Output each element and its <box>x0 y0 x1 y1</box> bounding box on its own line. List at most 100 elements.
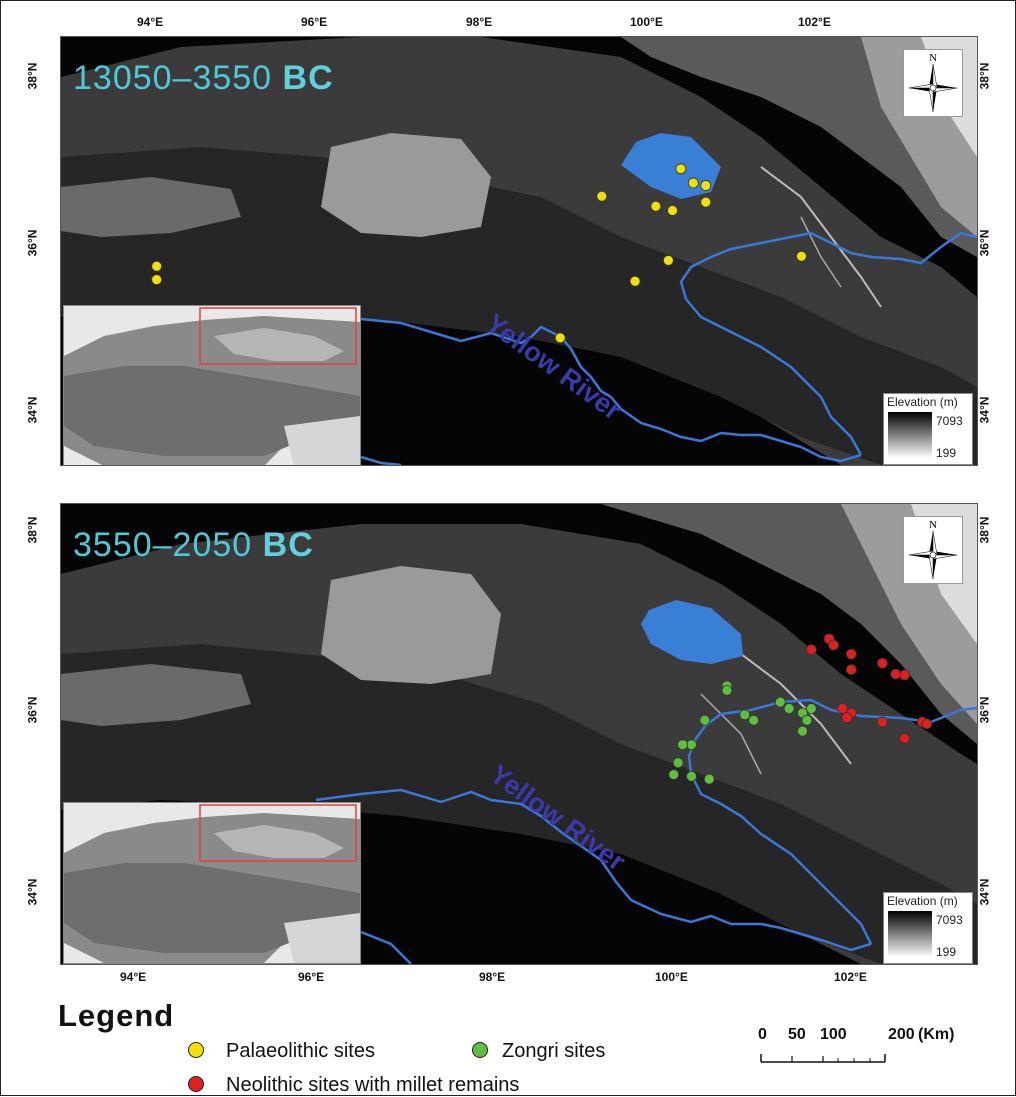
palaeolithic-site <box>675 163 687 175</box>
red-dot-icon <box>188 1076 204 1092</box>
zongri-site <box>703 773 715 785</box>
compass-rose-icon <box>908 530 958 580</box>
lon-tick-top: 96°E <box>301 15 328 29</box>
zongri-site <box>748 714 760 726</box>
lon-tick-bottom: 102°E <box>834 970 867 984</box>
period-suffix: BC <box>262 526 314 564</box>
neolithic-millet-site <box>845 648 857 660</box>
elevation-legend: Elevation (m) 7093 199 <box>883 393 973 465</box>
elevation-legend: Elevation (m) 7093 199 <box>883 892 973 964</box>
palaeolithic-site <box>796 250 807 262</box>
yellow-river-lower <box>360 317 862 463</box>
neolithic-millet-sites <box>805 633 933 744</box>
scale-label: 50 <box>788 1026 806 1043</box>
neolithic-millet-site <box>899 732 910 744</box>
period-suffix: BC <box>282 59 334 97</box>
lat-tick-left: 36°N <box>25 696 40 724</box>
palaeolithic-site <box>650 200 662 212</box>
palaeolithic-site <box>151 260 163 272</box>
elevation-gradient <box>888 911 932 957</box>
period-label: 13050–3550 BC <box>73 59 334 98</box>
lon-tick-top: 102°E <box>798 15 831 29</box>
neolithic-millet-site <box>877 716 888 728</box>
neolithic-millet-site <box>890 668 902 680</box>
zongri-site <box>805 703 817 714</box>
scale-label: 100 <box>820 1026 847 1043</box>
zongri-site <box>699 714 711 726</box>
legend-item-palaeolithic: Palaeolithic sites <box>188 1040 375 1063</box>
lon-tick-bottom: 98°E <box>479 970 506 984</box>
legend-label: Neolithic sites with millet remains <box>226 1074 520 1096</box>
zongri-sites <box>668 680 817 785</box>
palaeolithic-site <box>151 274 163 285</box>
yellow-dot-icon <box>188 1042 204 1058</box>
lat-tick-left: 36°N <box>25 229 40 257</box>
lat-tick-left: 38°N <box>25 62 40 90</box>
neolithic-millet-site <box>841 712 853 723</box>
period-range: 13050–3550 <box>73 59 273 97</box>
lat-tick-right: 36°N <box>977 696 992 724</box>
inset-terrain <box>64 803 360 963</box>
palaeolithic-site <box>554 332 566 344</box>
neolithic-millet-site <box>921 718 933 730</box>
compass-north-label: N <box>929 519 937 531</box>
river-fragment <box>360 455 402 465</box>
lon-tick-top: 94°E <box>137 15 164 29</box>
scale-label: 200 <box>888 1026 915 1043</box>
green-dot-icon <box>472 1042 488 1058</box>
neolithic-millet-site <box>899 669 910 681</box>
zongri-site <box>686 770 697 782</box>
legend-title: Legend <box>58 998 175 1033</box>
neolithic-millet-site <box>845 664 857 675</box>
palaeolithic-site <box>687 177 699 189</box>
location-inset-map <box>63 305 361 465</box>
legend-label: Palaeolithic sites <box>226 1040 375 1062</box>
lon-tick-bottom: 96°E <box>298 970 325 984</box>
palaeolithic-site <box>596 190 608 202</box>
zongri-site <box>677 739 688 751</box>
elevation-title: Elevation (m) <box>887 894 958 908</box>
study-area-box <box>199 307 357 365</box>
lat-tick-right: 34°N <box>977 878 992 906</box>
elevation-max: 7093 <box>936 414 963 428</box>
period-label: 3550–2050 BC <box>73 526 314 565</box>
zongri-site <box>797 725 808 737</box>
lat-tick-right: 36°N <box>977 229 992 257</box>
elevation-min: 199 <box>936 945 957 959</box>
legend-item-neolithic: Neolithic sites with millet remains <box>188 1074 519 1097</box>
lon-tick-bottom: 100°E <box>655 970 688 984</box>
period-range: 3550–2050 <box>73 526 253 564</box>
scale-label: 0 <box>758 1026 767 1043</box>
river-fragment <box>360 930 412 964</box>
scale-ruler <box>760 1054 886 1063</box>
study-area-box <box>199 804 357 862</box>
legend-item-zongri: Zongri sites <box>472 1040 605 1063</box>
location-inset-map <box>63 802 361 964</box>
lat-tick-right: 38°N <box>977 62 992 90</box>
neolithic-millet-site <box>877 657 888 669</box>
lon-tick-top: 98°E <box>466 15 493 29</box>
yellow-river-upper <box>687 698 977 945</box>
palaeolithic-site <box>667 205 678 216</box>
lat-tick-left: 34°N <box>25 396 40 424</box>
legend-label: Zongri sites <box>502 1040 606 1062</box>
compass-north-label: N <box>929 52 937 64</box>
yellow-river-upper <box>679 231 977 456</box>
zongri-site <box>774 696 786 708</box>
palaeolithic-site <box>700 196 712 208</box>
zongri-site <box>739 709 751 721</box>
elevation-gradient <box>888 412 932 458</box>
zongri-site <box>721 684 733 696</box>
zongri-site <box>801 714 813 726</box>
inset-terrain <box>64 306 360 465</box>
north-arrow: N <box>903 516 963 584</box>
zongri-site <box>672 757 684 769</box>
palaeolithic-site <box>700 180 712 191</box>
yellow-river-lower <box>315 788 872 952</box>
lon-tick-top: 100°E <box>630 15 663 29</box>
lat-tick-right: 38°N <box>977 516 992 544</box>
lon-tick-bottom: 94°E <box>120 970 147 984</box>
compass-rose-icon <box>908 63 958 113</box>
palaeolithic-site <box>662 255 674 266</box>
neolithic-millet-site <box>828 639 839 651</box>
